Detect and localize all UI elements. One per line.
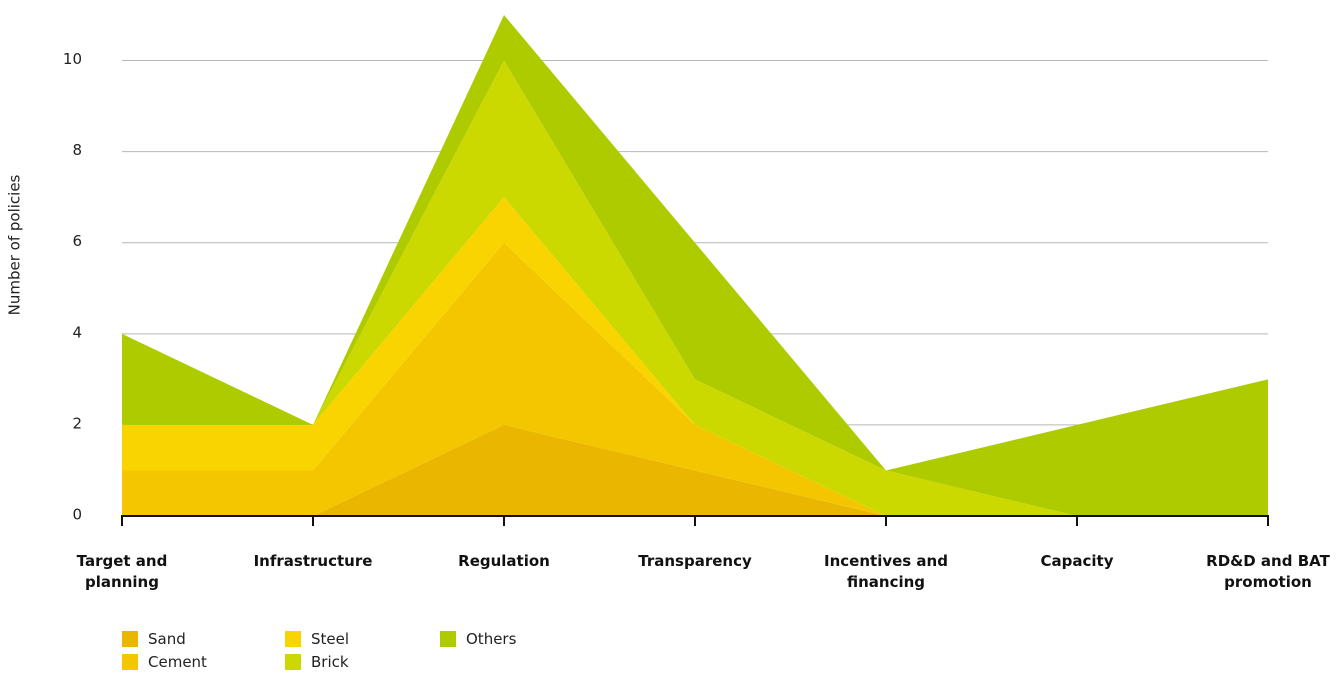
legend-swatch — [122, 654, 138, 670]
x-tick-label: Target and planning — [76, 552, 168, 591]
x-tick-label: Regulation — [458, 552, 550, 570]
legend-swatch — [285, 631, 301, 647]
legend-item: Others — [440, 630, 516, 648]
x-tick-label: Infrastructure — [253, 552, 373, 570]
legend-item: Steel — [285, 630, 349, 648]
x-tick-label: Incentives and financing — [824, 552, 948, 591]
area — [122, 60, 1268, 516]
area — [122, 424, 1268, 516]
y-tick-label: 10 — [63, 50, 82, 68]
legend-label: Others — [466, 630, 517, 648]
legend-label: Steel — [311, 630, 350, 648]
x-tick-label: Capacity — [1040, 552, 1114, 570]
x-tick-label: RD&D and BAT promotion — [1206, 552, 1330, 591]
legend-swatch — [285, 654, 301, 670]
y-tick-label: 8 — [72, 141, 82, 159]
y-tick-label: 4 — [72, 323, 82, 341]
legend-label: Cement — [148, 653, 207, 671]
y-tick-label: 2 — [72, 414, 82, 432]
y-tick-label: 0 — [72, 506, 82, 524]
y-tick-label: 6 — [72, 232, 82, 250]
y-axis-title: Number of policies — [6, 174, 24, 315]
legend-item: Sand — [122, 630, 186, 648]
area — [122, 15, 1268, 516]
legend-label: Sand — [148, 630, 186, 648]
legend-label: Brick — [311, 653, 349, 671]
legend-item: Cement — [122, 653, 207, 671]
legend-swatch — [122, 631, 138, 647]
x-tick-label: Transparency — [638, 552, 752, 570]
legend-swatch — [440, 631, 456, 647]
area — [122, 242, 1268, 516]
legend-item: Brick — [285, 653, 349, 671]
